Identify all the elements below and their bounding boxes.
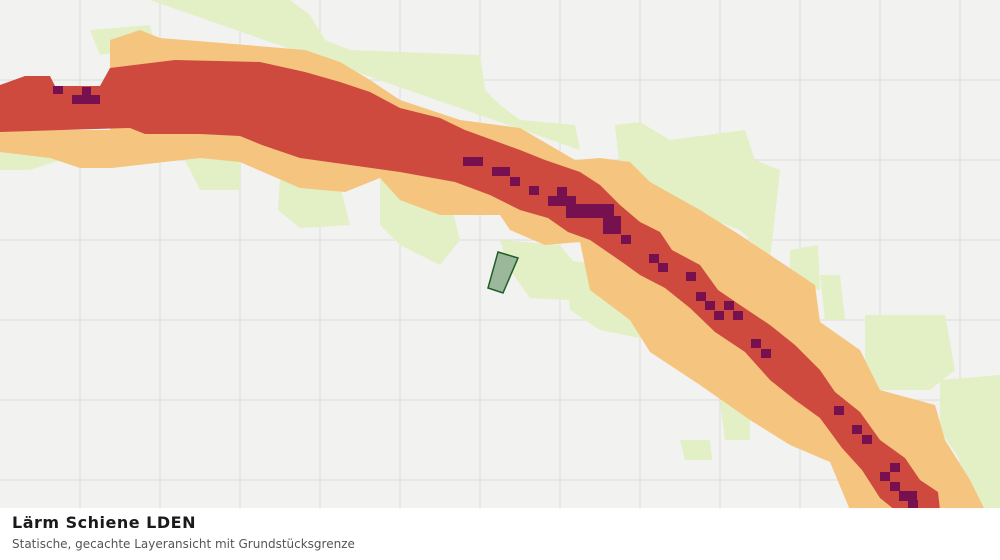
info-panel: Lärm Schiene LDEN Statische, gecachte La…	[0, 508, 1000, 560]
noise-zone-very-high	[53, 86, 918, 508]
noise-zone-high	[0, 60, 940, 510]
layer-subtitle: Statische, gecachte Layeransicht mit Gru…	[12, 537, 355, 551]
parcel-boundary[interactable]	[487, 251, 520, 294]
noise-zone-medium	[0, 30, 985, 510]
layer-title: Lärm Schiene LDEN	[12, 513, 196, 532]
